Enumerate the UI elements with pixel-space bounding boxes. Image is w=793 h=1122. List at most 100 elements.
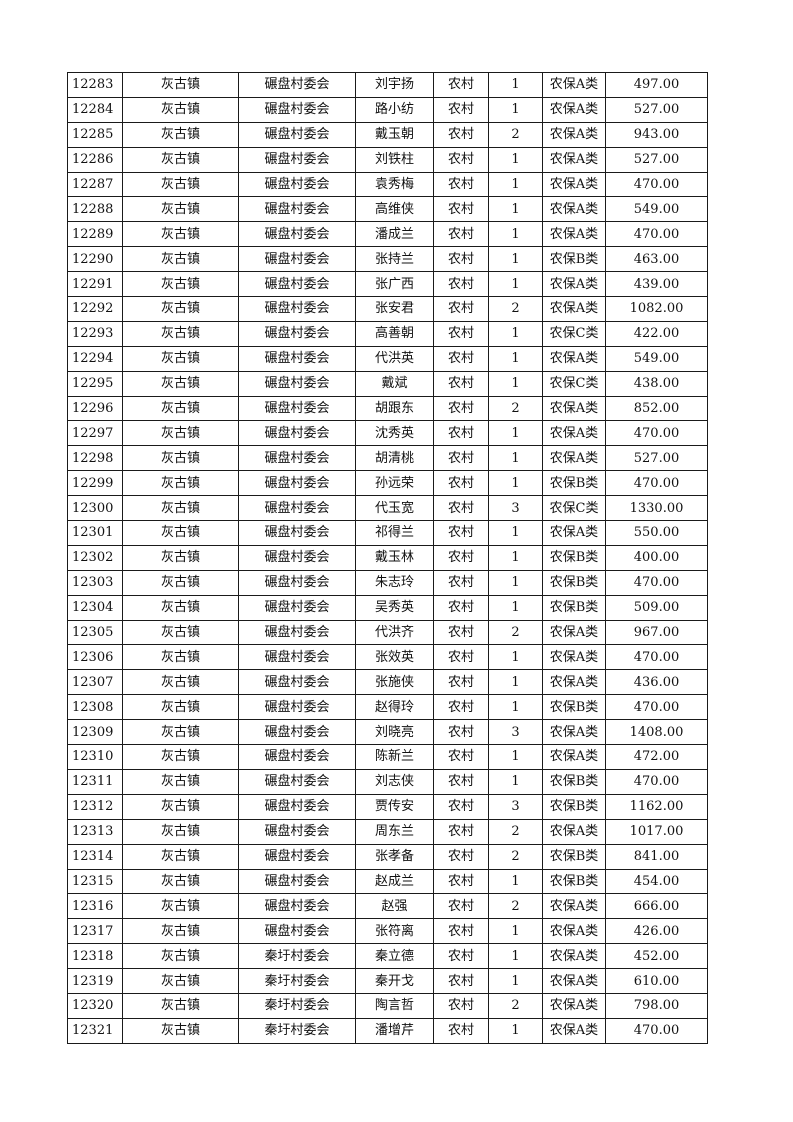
town-cell: 灰古镇 — [122, 619, 239, 646]
amount-cell: 798.00 — [605, 992, 708, 1019]
household-type-cell: 农村 — [433, 992, 489, 1019]
person-name-cell: 张广西 — [355, 271, 434, 298]
amount-cell: 454.00 — [605, 868, 708, 895]
record-id-cell: 12292 — [67, 296, 123, 322]
insurance-category-cell: 农保A类 — [542, 669, 606, 696]
member-count-cell: 1 — [488, 470, 543, 497]
person-name-cell: 陈新兰 — [355, 744, 434, 770]
record-id-cell: 12305 — [67, 619, 123, 646]
record-id-cell: 12315 — [67, 868, 123, 895]
village-committee-cell: 碾盘村委会 — [238, 271, 356, 298]
table-row: 12292 灰古镇 碾盘村委会 张安君 农村 2 农保A类 1082.00 — [67, 296, 708, 322]
village-committee-cell: 碾盘村委会 — [238, 470, 356, 497]
member-count-cell: 2 — [488, 992, 543, 1019]
household-type-cell: 农村 — [433, 768, 489, 795]
insurance-category-cell: 农保A类 — [542, 918, 606, 945]
town-cell: 灰古镇 — [122, 520, 239, 546]
village-committee-cell: 碾盘村委会 — [238, 96, 356, 123]
insurance-category-cell: 农保A类 — [542, 420, 606, 447]
table-row: 12290 灰古镇 碾盘村委会 张持兰 农村 1 农保B类 463.00 — [67, 246, 708, 273]
member-count-cell: 1 — [488, 345, 543, 372]
village-committee-cell: 秦圩村委会 — [238, 992, 356, 1019]
table-row: 12295 灰古镇 碾盘村委会 戴斌 农村 1 农保C类 438.00 — [67, 370, 708, 397]
person-name-cell: 戴斌 — [355, 370, 434, 397]
amount-cell: 1330.00 — [605, 495, 708, 522]
town-cell: 灰古镇 — [122, 918, 239, 945]
village-committee-cell: 碾盘村委会 — [238, 669, 356, 696]
table-row: 12289 灰古镇 碾盘村委会 潘成兰 农村 1 农保A类 470.00 — [67, 221, 708, 248]
village-committee-cell: 秦圩村委会 — [238, 943, 356, 970]
village-committee-cell: 碾盘村委会 — [238, 445, 356, 472]
member-count-cell: 1 — [488, 569, 543, 596]
person-name-cell: 袁秀梅 — [355, 171, 434, 198]
village-committee-cell: 碾盘村委会 — [238, 320, 356, 347]
amount-cell: 550.00 — [605, 520, 708, 546]
insurance-category-cell: 农保A类 — [542, 345, 606, 372]
insurance-category-cell: 农保B类 — [542, 544, 606, 571]
table-row: 12321 灰古镇 秦圩村委会 潘增芹 农村 1 农保A类 470.00 — [67, 1017, 708, 1044]
table-row: 12285 灰古镇 碾盘村委会 戴玉朝 农村 2 农保A类 943.00 — [67, 121, 708, 148]
village-committee-cell: 碾盘村委会 — [238, 719, 356, 746]
record-id-cell: 12287 — [67, 171, 123, 198]
amount-cell: 463.00 — [605, 246, 708, 273]
record-id-cell: 12294 — [67, 345, 123, 372]
town-cell: 灰古镇 — [122, 544, 239, 571]
table-row: 12300 灰古镇 碾盘村委会 代玉宽 农村 3 农保C类 1330.00 — [67, 495, 708, 522]
town-cell: 灰古镇 — [122, 594, 239, 621]
household-type-cell: 农村 — [433, 520, 489, 546]
amount-cell: 400.00 — [605, 544, 708, 571]
table-body: 12283 灰古镇 碾盘村委会 刘宇扬 农村 1 农保A类 497.00 12284 灰古镇 碾盘村… — [67, 72, 708, 1044]
member-count-cell: 1 — [488, 968, 543, 994]
record-id-cell: 12284 — [67, 96, 123, 123]
member-count-cell: 1 — [488, 768, 543, 795]
household-type-cell: 农村 — [433, 445, 489, 472]
person-name-cell: 沈秀英 — [355, 420, 434, 447]
member-count-cell: 1 — [488, 370, 543, 397]
household-type-cell: 农村 — [433, 694, 489, 721]
record-id-cell: 12283 — [67, 72, 123, 98]
village-committee-cell: 碾盘村委会 — [238, 420, 356, 447]
person-name-cell: 胡清桃 — [355, 445, 434, 472]
household-type-cell: 农村 — [433, 96, 489, 123]
household-type-cell: 农村 — [433, 470, 489, 497]
town-cell: 灰古镇 — [122, 320, 239, 347]
town-cell: 灰古镇 — [122, 296, 239, 322]
table-row: 12306 灰古镇 碾盘村委会 张效英 农村 1 农保A类 470.00 — [67, 644, 708, 671]
town-cell: 灰古镇 — [122, 744, 239, 770]
member-count-cell: 1 — [488, 271, 543, 298]
table-row: 12314 灰古镇 碾盘村委会 张孝备 农村 2 农保B类 841.00 — [67, 843, 708, 870]
member-count-cell: 1 — [488, 96, 543, 123]
member-count-cell: 2 — [488, 619, 543, 646]
household-type-cell: 农村 — [433, 72, 489, 98]
insurance-category-cell: 农保B类 — [542, 694, 606, 721]
household-type-cell: 农村 — [433, 893, 489, 920]
town-cell: 灰古镇 — [122, 370, 239, 397]
household-type-cell: 农村 — [433, 196, 489, 223]
household-type-cell: 农村 — [433, 544, 489, 571]
town-cell: 灰古镇 — [122, 992, 239, 1019]
household-type-cell: 农村 — [433, 843, 489, 870]
table-row: 12302 灰古镇 碾盘村委会 戴玉林 农村 1 农保B类 400.00 — [67, 544, 708, 571]
member-count-cell: 1 — [488, 171, 543, 198]
record-id-cell: 12320 — [67, 992, 123, 1019]
town-cell: 灰古镇 — [122, 644, 239, 671]
member-count-cell: 1 — [488, 943, 543, 970]
person-name-cell: 代玉宽 — [355, 495, 434, 522]
village-committee-cell: 碾盘村委会 — [238, 246, 356, 273]
record-id-cell: 12304 — [67, 594, 123, 621]
insurance-category-cell: 农保A类 — [542, 121, 606, 148]
town-cell: 灰古镇 — [122, 943, 239, 970]
table-row: 12299 灰古镇 碾盘村委会 孙远荣 农村 1 农保B类 470.00 — [67, 470, 708, 497]
insurance-category-cell: 农保A类 — [542, 171, 606, 198]
village-committee-cell: 碾盘村委会 — [238, 171, 356, 198]
table-row: 12308 灰古镇 碾盘村委会 赵得玲 农村 1 农保B类 470.00 — [67, 694, 708, 721]
household-type-cell: 农村 — [433, 868, 489, 895]
insurance-category-cell: 农保A类 — [542, 992, 606, 1019]
member-count-cell: 1 — [488, 72, 543, 98]
household-type-cell: 农村 — [433, 744, 489, 770]
amount-cell: 470.00 — [605, 171, 708, 198]
table-row: 12284 灰古镇 碾盘村委会 路小纺 农村 1 农保A类 527.00 — [67, 96, 708, 123]
village-committee-cell: 碾盘村委会 — [238, 594, 356, 621]
village-committee-cell: 碾盘村委会 — [238, 196, 356, 223]
record-id-cell: 12295 — [67, 370, 123, 397]
